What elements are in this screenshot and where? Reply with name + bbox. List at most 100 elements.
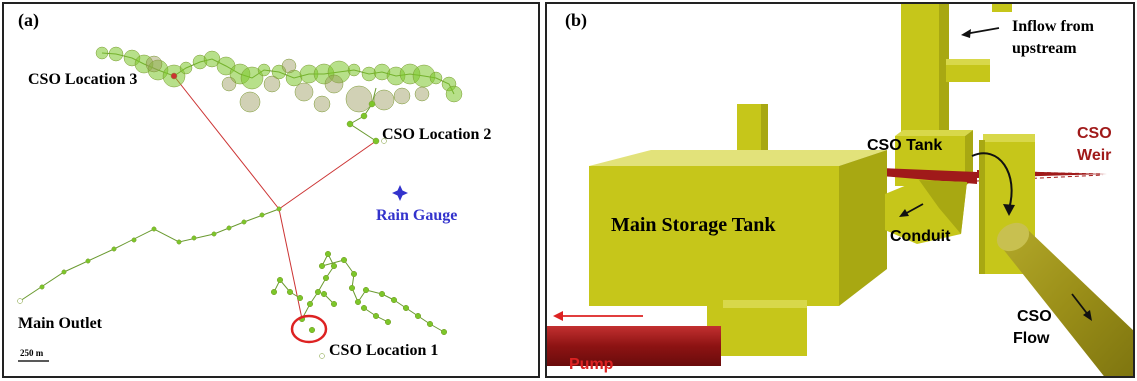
upper-large-node [281,58,297,74]
lower-node [306,300,314,308]
outlet-node [151,226,157,232]
cso-location-2-node [381,138,387,144]
outlet-node [276,206,282,212]
upper-large-node [345,85,373,113]
outlet-node [226,225,232,231]
cso-location-2-label: CSO Location 2 [382,126,492,143]
upper-large-node [414,86,430,102]
cso-flow-label-line1: CSO [1017,308,1052,325]
outlet-node [85,258,91,264]
lower-node [348,284,356,292]
cso2-node [346,120,354,128]
lower-node [340,256,348,264]
lower-node [384,318,392,326]
outlet-branch [19,208,280,302]
upper-large-node [324,74,344,94]
main-outlet-label: Main Outlet [18,315,102,332]
network-map-canvas [17,46,463,362]
panel-a-label: (a) [18,10,39,30]
conduit-arrow [899,203,924,217]
upper-node [95,46,109,60]
lower-node [330,300,338,308]
lower-node [324,250,332,258]
outlet-node [259,212,265,218]
upper-large-node [373,89,395,111]
upper-large-node [313,95,331,113]
upper-node [240,66,264,90]
trunk-link [278,208,303,320]
pump-arrow [553,311,643,321]
upper-node [347,63,361,77]
upper-node [257,63,271,77]
upper-large-node [393,87,411,105]
rain-gauge-icon [392,185,408,201]
lower-node [314,288,322,296]
lower-node [296,294,304,302]
lower-node [378,290,386,298]
trunk-link [173,75,280,210]
upper-large-node [145,55,163,73]
upper-node [429,71,443,85]
main-storage-tank [589,104,887,356]
scale-bar-label: 250 m [20,348,44,358]
lower-node [308,326,316,334]
pump-label: Pump [569,356,614,373]
cso-location-3-label: CSO Location 3 [28,71,138,88]
outlet-node [191,235,197,241]
lower-node [414,312,422,320]
main-storage-tank-label: Main Storage Tank [611,214,776,236]
inflow-label-line1: Inflow from [1012,18,1094,35]
main-outlet-node [17,298,23,304]
lower-node [354,298,362,306]
cso-flow-label-line2: Flow [1013,330,1050,347]
lower-node [372,312,380,320]
upper-node [445,85,463,103]
lower-node [350,270,358,278]
outlet-node [111,246,117,252]
upper-node [179,61,193,75]
lower-node [286,288,294,296]
outlet-node [61,269,67,275]
lower-node [270,288,278,296]
cso-flow-arrow [1071,293,1092,321]
pump-pipe [547,326,721,366]
cso-location-1-label: CSO Location 1 [329,342,439,359]
inflow-label-line2: upstream [1012,40,1077,57]
lower-node [360,304,368,312]
inflow-shaft [901,4,1012,137]
cso2-node [360,112,368,120]
storage-3d-canvas [547,4,1133,376]
lower-node [440,328,448,336]
lower-node [322,274,330,282]
outlet-node [176,239,182,245]
upper-large-node [221,76,237,92]
upper-large-node [239,91,261,113]
lower-node [276,276,284,284]
outlet-node [241,219,247,225]
lower-node [390,296,398,304]
outlet-node [39,284,45,290]
panel-b-label: (b) [565,10,587,30]
cso-flow-pipe [996,222,1133,376]
inflow-arrow [961,27,1000,38]
cso2-node [372,137,380,145]
network-nodes [17,46,463,359]
lower-node [330,262,338,270]
cso-tank-curved-arrow [971,152,1015,216]
cso-location-1-node [319,353,325,359]
upper-node [361,66,377,82]
panel-b-3d-model: (b) Inflow from upstream CSO Tank CSO We… [545,2,1135,378]
cso-weir-label-line2: Weir [1077,147,1112,164]
lower-node [402,304,410,312]
lower-node [318,262,326,270]
lower-node [320,290,328,298]
lower-node [362,286,370,294]
cso-weir-label-line1: CSO [1077,125,1112,142]
trunk-link [278,140,377,210]
upper-node [108,46,124,62]
cso-tank-label: CSO Tank [867,137,943,154]
conduit-label: Conduit [890,228,951,245]
outlet-node [131,237,137,243]
outlet-node [211,231,217,237]
upper-large-node [263,75,281,93]
